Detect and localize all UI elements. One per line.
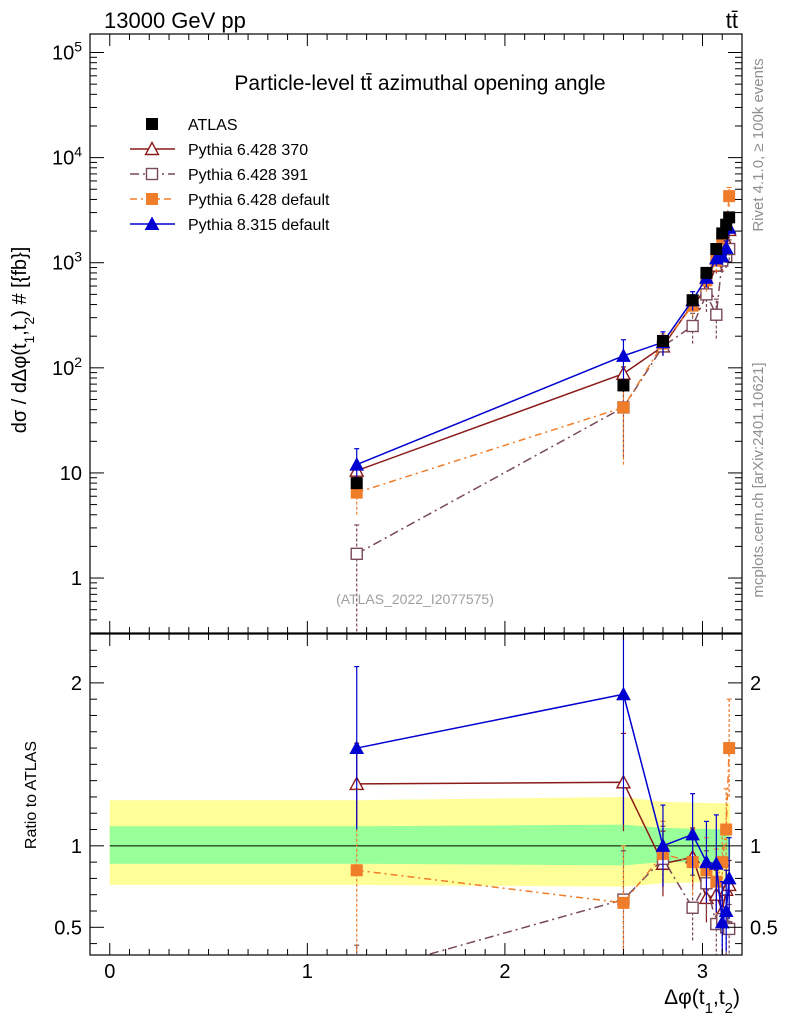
- data-point: [350, 477, 363, 490]
- ratio-point: [699, 854, 714, 869]
- series-atlas: [350, 211, 736, 490]
- data-point: [686, 294, 699, 307]
- data-point: [617, 379, 630, 392]
- data-point: [350, 547, 363, 561]
- data-point: [349, 457, 365, 471]
- ratio-y-tick-label: 2: [71, 673, 82, 695]
- series-line-pythia-6-428-391: [356, 248, 730, 555]
- legend-label: Pythia 6.428 391: [188, 167, 308, 184]
- header-energy-label: 13000 GeV pp: [104, 8, 246, 33]
- ratio-y-tick-label: 0.5: [54, 917, 82, 939]
- data-point: [710, 308, 723, 321]
- ratio-point: [686, 901, 699, 914]
- data-point: [710, 243, 723, 256]
- ratio-y-tick-label: 1: [71, 836, 82, 858]
- data-point: [700, 266, 713, 279]
- y-axis-label: dσ / dΔφ(t1,t2) # [{fb}]: [9, 247, 37, 434]
- ratio-y-tick-label-right: 0.5: [750, 917, 778, 939]
- data-point: [686, 319, 699, 333]
- x-axis-label: Δφ(t1,t2): [664, 986, 740, 1017]
- series-pythia-6-428-default: [350, 186, 736, 515]
- legend-item-pythia-6-428-391: Pythia 6.428 391: [130, 167, 308, 184]
- series-pythia-6-428-370: [349, 221, 737, 481]
- y-tick-label: 10: [60, 463, 82, 485]
- ratio-point: [655, 838, 671, 852]
- ratio-y-tick-label-right: 1: [750, 836, 761, 858]
- legend-marker: [145, 167, 159, 181]
- ratio-point: [617, 896, 630, 909]
- chart-title: Particle-level tt̄ azimuthal opening ang…: [234, 72, 605, 95]
- y-tick-label: 104: [52, 144, 82, 170]
- ratio-panel-series: [349, 634, 737, 980]
- legend-marker: [146, 118, 158, 130]
- y-tick-label: 105: [52, 39, 82, 65]
- ratio-point: [714, 914, 730, 929]
- legend-marker: [146, 193, 158, 205]
- ratio-series-pythia-8-315-default: [349, 634, 737, 955]
- data-point: [656, 334, 669, 347]
- data-point: [723, 211, 736, 224]
- data-point: [714, 248, 730, 263]
- x-tick-label: 3: [697, 961, 708, 983]
- axis-tick-labels: 0 1 2 3 1 10 102 103 104 105 0.5 0.5 1 1 2 2: [52, 39, 778, 983]
- axis-ticks: [90, 34, 742, 955]
- legend-item-pythia-6-428-default: Pythia 6.428 default: [130, 192, 330, 209]
- legend-label: Pythia 6.428 default: [188, 192, 330, 209]
- rivet-version-label: Rivet 4.1.0, ≥ 100k events: [750, 58, 767, 231]
- data-point: [718, 240, 734, 255]
- series-pythia-6-428-391: [350, 239, 736, 632]
- ratio-point: [723, 742, 736, 755]
- ratio-point: [349, 740, 365, 755]
- main-panel-series: [349, 186, 737, 632]
- series-pythia-8-315-default: [349, 220, 737, 490]
- x-tick-label: 1: [302, 961, 313, 983]
- data-point: [616, 348, 631, 362]
- ratio-y-tick-label-right: 2: [750, 673, 761, 695]
- data-point: [723, 190, 736, 203]
- mcplots-source-label: mcplots.cern.ch [arXiv:2401.10621]: [750, 362, 767, 597]
- ratio-y-axis-label: Ratio to ATLAS: [23, 741, 40, 849]
- series-line-pythia-6-428-370: [356, 229, 730, 472]
- legend: ATLAS Pythia 6.428 370 Pythia 6.428 391 Pyt…: [130, 117, 330, 234]
- legend-marker: [144, 141, 160, 156]
- legend-item-pythia-6-428-370: Pythia 6.428 370: [130, 141, 308, 159]
- ratio-point: [350, 864, 363, 877]
- ratio-uncertainty-bands: [109, 796, 731, 887]
- ratio-point: [708, 856, 724, 870]
- series-line-pythia-6-428-default: [356, 196, 730, 494]
- ratio-point: [722, 922, 736, 936]
- legend-label: Pythia 8.315 default: [188, 217, 330, 234]
- ratio-point: [351, 969, 362, 980]
- legend-marker: [144, 216, 160, 230]
- series-line-pythia-8-315-default: [356, 227, 730, 466]
- y-tick-label: 1: [71, 568, 82, 590]
- legend-item-pythia-8-315-default: Pythia 8.315 default: [130, 216, 330, 234]
- ratio-band-inner: [109, 824, 731, 866]
- legend-label: ATLAS: [188, 117, 238, 134]
- x-tick-label: 0: [104, 961, 115, 983]
- legend-item-atlas: ATLAS: [146, 117, 238, 134]
- ratio-point: [685, 826, 700, 841]
- main-panel-frame: [89, 33, 743, 634]
- y-tick-label: 102: [52, 354, 82, 380]
- header-process-label: tt̄: [726, 8, 738, 33]
- ratio-panel-frame: [89, 633, 743, 956]
- ratio-point: [721, 870, 737, 885]
- ratio-point: [720, 823, 733, 836]
- analysis-tag: (ATLAS_2022_I2077575): [336, 591, 494, 607]
- data-point: [617, 401, 630, 414]
- y-tick-label: 103: [52, 249, 82, 275]
- x-tick-label: 2: [499, 961, 510, 983]
- ratio-point: [616, 686, 631, 701]
- legend-label: Pythia 6.428 370: [188, 142, 308, 159]
